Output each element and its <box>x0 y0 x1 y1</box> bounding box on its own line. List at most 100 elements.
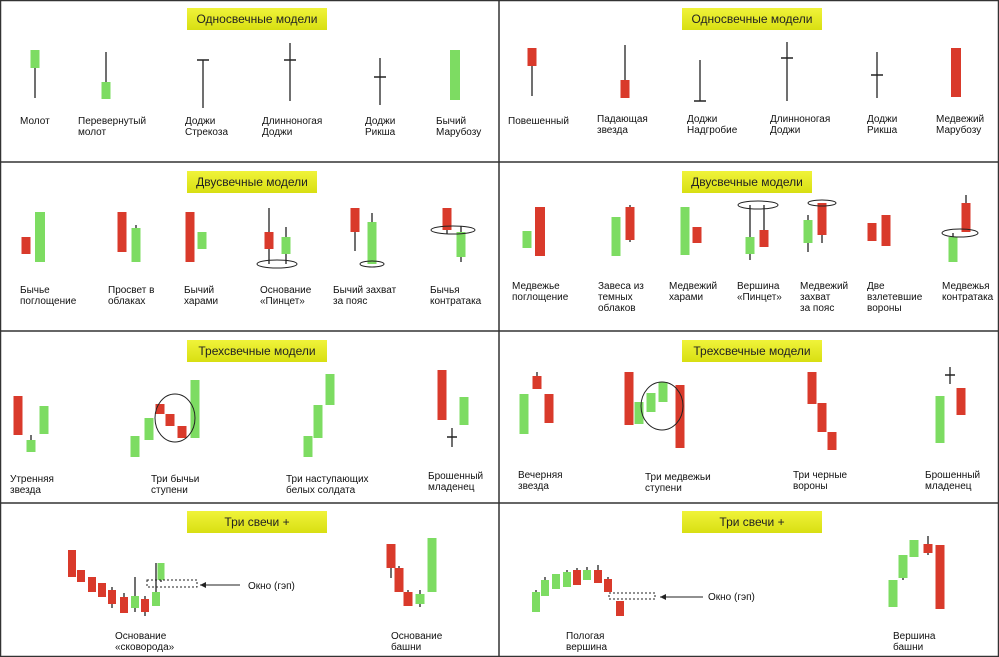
bearish-candle <box>535 207 545 256</box>
bearish-candle <box>264 232 274 249</box>
bearish-candle <box>620 80 630 98</box>
panel-title-three-plus-bear: Три свечи + <box>682 511 822 533</box>
bearish-candle <box>350 208 360 232</box>
pattern-label: Доджи Надгробие <box>687 114 738 136</box>
bearish-candle <box>98 583 106 597</box>
bearish-candle <box>532 376 542 389</box>
pattern-label: Три медвежьи ступени <box>645 472 711 494</box>
bearish-candle <box>442 208 452 230</box>
pattern-label: Бычий захват за пояс <box>333 285 397 307</box>
bearish-candle <box>624 372 634 425</box>
pattern-label: Молот <box>20 116 50 127</box>
bullish-candle <box>157 563 165 580</box>
bearish-candle <box>604 579 612 592</box>
bullish-candle <box>658 382 668 402</box>
bearish-candle <box>675 385 685 448</box>
bullish-candle <box>456 232 466 257</box>
bullish-candle <box>144 418 154 440</box>
bullish-candle <box>39 406 49 434</box>
bullish-candle <box>303 436 313 457</box>
bullish-candle <box>541 580 549 596</box>
pattern-label: Вершина «Пинцет» <box>737 281 782 303</box>
pattern-label: Длинноногая Доджи <box>770 114 831 136</box>
bearish-candle <box>867 223 877 241</box>
bearish-candle <box>120 597 128 613</box>
bullish-candle <box>131 228 141 262</box>
bullish-candle <box>519 394 529 434</box>
bullish-candle <box>313 405 323 438</box>
bullish-candle <box>634 402 644 424</box>
pattern-label: Бычий харами <box>184 285 219 307</box>
bullish-candle <box>427 538 437 592</box>
bearish-candle <box>77 570 85 582</box>
highlight-ellipse <box>807 199 837 207</box>
bullish-candle <box>367 222 377 264</box>
bullish-candle <box>680 207 690 255</box>
bearish-candle <box>573 570 581 585</box>
pattern-label: Бычье поглощение <box>20 285 77 307</box>
bearish-candle <box>817 403 827 432</box>
pattern-label: Доджи Рикша <box>867 114 898 136</box>
panel-title-single-bull: Односвечные модели <box>187 8 327 30</box>
highlight-ellipse <box>256 259 298 269</box>
bearish-candle <box>961 203 971 232</box>
bullish-candle <box>583 570 591 580</box>
pattern-label: Основание «Пинцет» <box>260 285 312 307</box>
bullish-candle <box>948 237 958 262</box>
bearish-candle <box>13 396 23 435</box>
highlight-ellipse <box>640 381 684 431</box>
bullish-candle <box>532 592 540 612</box>
bearish-candle <box>437 370 447 420</box>
bearish-candle <box>807 372 817 404</box>
bearish-candle <box>88 577 96 592</box>
bearish-candle <box>165 414 175 426</box>
bullish-candle <box>745 237 755 254</box>
pattern-label: Медвежий Марубозу <box>936 114 985 136</box>
pattern-label: Брошенный младенец <box>925 470 981 492</box>
pattern-label: Падающая звезда <box>597 114 648 136</box>
panel-title-double-bear: Двусвечные модели <box>682 171 812 193</box>
bearish-candle <box>827 432 837 450</box>
bearish-candle <box>527 48 537 66</box>
highlight-ellipse <box>737 200 779 210</box>
pattern-label: Три бычьи ступени <box>151 474 200 496</box>
pattern-label: Перевернутый молот <box>78 116 147 138</box>
pattern-label: Длинноногая Доджи <box>262 116 323 138</box>
bearish-candle <box>403 592 413 606</box>
pattern-label: Две взлетевшие вороны <box>867 281 923 314</box>
pattern-label: Медвежий захват за пояс <box>800 281 849 314</box>
bullish-candle <box>552 574 560 589</box>
gap-label: Окно (гэп) <box>248 581 295 592</box>
bullish-candle <box>26 440 36 452</box>
pattern-label: Пологая вершина <box>566 631 608 653</box>
pattern-label: Вечерняя звезда <box>518 470 563 492</box>
bearish-candle <box>21 237 31 254</box>
bullish-candle <box>563 572 571 587</box>
highlight-ellipse <box>430 225 476 235</box>
panel-title-three-plus-bull: Три свечи + <box>187 511 327 533</box>
highlight-ellipse <box>154 393 196 443</box>
pattern-label: Завеса из темных облаков <box>598 281 644 314</box>
bullish-candle <box>459 397 469 425</box>
bullish-candle <box>415 594 425 604</box>
pattern-label: Три наступающих белых солдата <box>286 474 369 496</box>
bearish-candle <box>177 426 187 438</box>
bearish-candle <box>108 590 116 604</box>
bullish-candle <box>281 237 291 254</box>
bullish-candle <box>197 232 207 249</box>
bearish-candle <box>386 544 396 568</box>
highlight-ellipse <box>359 260 385 268</box>
pattern-label: Повешенный <box>508 116 569 127</box>
pattern-label: Просвет в облаках <box>108 285 155 307</box>
bearish-candle <box>759 230 769 247</box>
panel-title-double-bull: Двусвечные модели <box>187 171 317 193</box>
bearish-candle <box>956 388 966 415</box>
bullish-candle <box>888 580 898 607</box>
bullish-candle <box>131 596 139 608</box>
bearish-candle <box>594 570 602 583</box>
pattern-label: Доджи Стрекоза <box>185 116 229 138</box>
pattern-label: Медвежье поглощение <box>512 281 569 303</box>
pattern-label: Вершина башни <box>893 631 936 653</box>
bearish-candle <box>544 394 554 423</box>
